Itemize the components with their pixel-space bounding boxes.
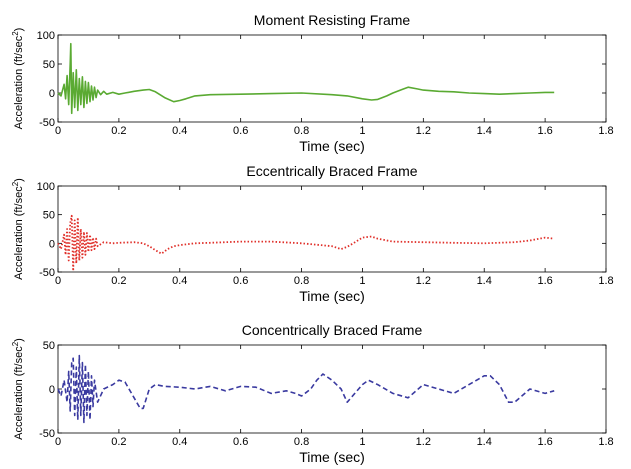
x-axis-label: Time (sec) bbox=[299, 449, 365, 465]
y-axis-label-close: ) bbox=[13, 28, 25, 32]
y-axis-label-close: ) bbox=[13, 178, 25, 182]
x-tick-label: 0.2 bbox=[111, 125, 126, 137]
x-axis-label: Time (sec) bbox=[299, 288, 365, 304]
plot-area bbox=[57, 344, 607, 434]
y-tick-label: 0 bbox=[49, 384, 55, 396]
x-tick-label: 1 bbox=[359, 436, 365, 448]
x-tick-label: 1 bbox=[359, 125, 365, 137]
x-tick-label: 0.4 bbox=[172, 125, 187, 137]
y-axis-label: Acceleration (ft/sec2) bbox=[11, 178, 25, 280]
x-tick-label: 0 bbox=[55, 125, 61, 137]
y-axis-label-text: Acceleration (ft/sec bbox=[13, 346, 25, 440]
x-tick-label: 1.6 bbox=[537, 125, 552, 137]
plot-area bbox=[57, 185, 607, 273]
x-tick-label: 1.6 bbox=[537, 436, 552, 448]
x-tick-label: 1.4 bbox=[477, 436, 492, 448]
panel-title: Eccentrically Braced Frame bbox=[246, 163, 417, 179]
x-tick-label: 0.2 bbox=[111, 436, 126, 448]
x-tick-label: 1.6 bbox=[537, 275, 552, 287]
y-tick-label: -50 bbox=[39, 117, 55, 129]
panel-title: Concentrically Braced Frame bbox=[242, 322, 423, 338]
y-tick-label: 50 bbox=[43, 340, 55, 352]
x-tick-label: 0.2 bbox=[111, 275, 126, 287]
series-line bbox=[57, 42, 555, 115]
panel-title: Moment Resisting Frame bbox=[254, 12, 411, 28]
x-tick-label: 0.6 bbox=[233, 125, 248, 137]
x-tick-label: 1.8 bbox=[598, 275, 613, 287]
series-line bbox=[57, 214, 555, 272]
x-tick-label: 0.8 bbox=[294, 436, 309, 448]
x-tick-label: 1.4 bbox=[477, 275, 492, 287]
x-tick-label: 1.2 bbox=[416, 125, 431, 137]
y-tick-label: -50 bbox=[39, 267, 55, 279]
x-tick-label: 1.8 bbox=[598, 125, 613, 137]
x-axis-label: Time (sec) bbox=[299, 138, 365, 154]
y-axis-label-superscript: 2 bbox=[11, 341, 20, 346]
x-tick-label: 0 bbox=[55, 275, 61, 287]
x-tick-label: 1.2 bbox=[416, 275, 431, 287]
y-axis-label: Acceleration (ft/sec2) bbox=[11, 28, 25, 130]
x-tick-label: 1 bbox=[359, 275, 365, 287]
x-tick-label: 0.6 bbox=[233, 275, 248, 287]
y-tick-label: 0 bbox=[49, 238, 55, 250]
x-tick-label: 1.4 bbox=[477, 125, 492, 137]
y-axis-label: Acceleration (ft/sec2) bbox=[11, 338, 25, 440]
series-line bbox=[57, 354, 555, 424]
y-tick-label: 100 bbox=[37, 30, 55, 42]
x-tick-label: 0.6 bbox=[233, 436, 248, 448]
y-tick-label: 100 bbox=[37, 181, 55, 193]
x-tick-label: 0.8 bbox=[294, 125, 309, 137]
x-tick-label: 0 bbox=[55, 436, 61, 448]
x-tick-label: 0.4 bbox=[172, 436, 187, 448]
x-tick-label: 1.8 bbox=[598, 436, 613, 448]
y-axis-label-superscript: 2 bbox=[11, 181, 20, 186]
x-tick-label: 0.8 bbox=[294, 275, 309, 287]
y-tick-label: -50 bbox=[39, 428, 55, 440]
plot-area bbox=[57, 34, 607, 123]
x-tick-label: 0.4 bbox=[172, 275, 187, 287]
y-tick-label: 50 bbox=[43, 210, 55, 222]
y-axis-label-close: ) bbox=[13, 338, 25, 342]
y-tick-label: 50 bbox=[43, 59, 55, 71]
y-axis-label-text: Acceleration (ft/sec bbox=[13, 186, 25, 280]
x-tick-label: 1.2 bbox=[416, 436, 431, 448]
y-axis-label-superscript: 2 bbox=[11, 31, 20, 36]
y-tick-label: 0 bbox=[49, 88, 55, 100]
y-axis-label-text: Acceleration (ft/sec bbox=[13, 35, 25, 129]
